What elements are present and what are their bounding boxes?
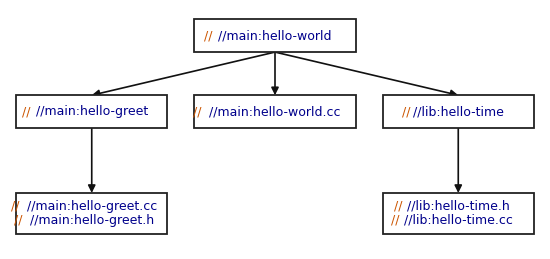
Text: //: // xyxy=(14,214,23,227)
Text: //: // xyxy=(10,200,19,213)
Text: //lib:hello-time: //lib:hello-time xyxy=(413,105,504,118)
Bar xyxy=(16,193,167,234)
Text: //lib:hello-time.cc: //lib:hello-time.cc xyxy=(404,214,513,227)
Text: //: // xyxy=(394,200,403,213)
Bar xyxy=(383,193,534,234)
Text: //main:hello-world: //main:hello-world xyxy=(218,29,332,42)
Text: //: // xyxy=(193,105,201,118)
Text: //: // xyxy=(22,105,30,118)
Text: //: // xyxy=(390,214,399,227)
Text: //lib:hello-time.h: //lib:hello-time.h xyxy=(407,200,510,213)
Text: //main:hello-greet.h: //main:hello-greet.h xyxy=(30,214,154,227)
Text: //: // xyxy=(402,105,410,118)
Text: //main:hello-greet.cc: //main:hello-greet.cc xyxy=(26,200,157,213)
Text: //main:hello-greet: //main:hello-greet xyxy=(36,105,148,118)
Text: //main:hello-world.cc: //main:hello-world.cc xyxy=(209,105,341,118)
Bar xyxy=(194,19,356,52)
Bar xyxy=(16,95,167,128)
Bar xyxy=(194,95,356,128)
Text: //: // xyxy=(205,29,213,42)
Bar xyxy=(383,95,534,128)
